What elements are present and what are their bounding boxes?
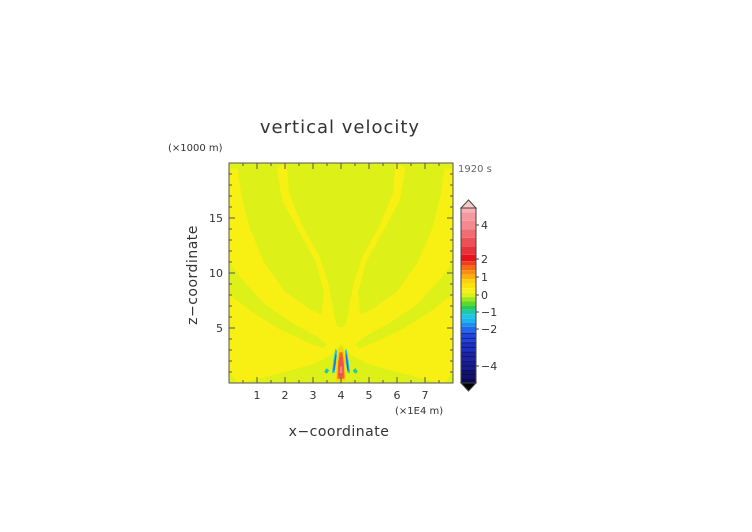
colorbar-label: −4 <box>481 360 497 373</box>
x-tick-label: 7 <box>422 389 429 402</box>
colorbar-band <box>461 220 476 230</box>
colorbar-band <box>461 288 476 293</box>
contour-region <box>333 353 337 371</box>
colorbar-band <box>461 318 476 323</box>
colorbar-band <box>461 309 476 315</box>
x-tick-label: 6 <box>394 389 401 402</box>
colorbar-band <box>461 314 476 319</box>
contour-region <box>286 163 396 327</box>
colorbar-overflow-low <box>459 382 478 392</box>
colorbar-label: 4 <box>481 219 488 232</box>
colorbar <box>459 199 479 392</box>
colorbar-band <box>461 378 476 383</box>
contour-region <box>339 366 343 374</box>
colorbar-band <box>461 265 476 271</box>
contour-region <box>229 163 325 315</box>
contour-region <box>355 262 453 349</box>
colorbar-label: 1 <box>481 271 488 284</box>
time-label: 1920 s <box>458 164 492 175</box>
x-axis-label: x−coordinate <box>289 424 390 440</box>
x-tick-label: 4 <box>338 389 345 402</box>
colorbar-band <box>461 283 476 289</box>
y-unit-label: (×1000 m) <box>168 143 223 154</box>
colorbar-band <box>461 305 476 310</box>
contour-regions <box>229 163 453 383</box>
colorbar-band <box>461 297 476 302</box>
colorbar-band <box>461 326 476 334</box>
colorbar-band <box>461 208 476 213</box>
y-axis-label: z−coordinate <box>185 225 201 325</box>
contour-region <box>324 368 330 374</box>
colorbar-band <box>461 274 476 280</box>
y-tick-label: 10 <box>209 267 223 280</box>
contour-region <box>345 353 349 371</box>
x-tick-label: 2 <box>282 389 289 402</box>
contour-region <box>357 163 453 315</box>
colorbar-labels: 4 2 1 0 −1 −2 −4 <box>481 219 497 373</box>
contour-region <box>229 262 327 349</box>
x-unit-label: (×1E4 m) <box>395 406 443 417</box>
plot-area: 1 2 3 4 5 6 7 5 10 15 <box>209 162 454 402</box>
colorbar-label: −1 <box>481 306 497 319</box>
contour-region <box>352 368 358 374</box>
colorbar-band <box>461 229 476 238</box>
colorbar-band <box>461 301 476 306</box>
x-tick-label: 5 <box>366 389 373 402</box>
chart-title: vertical velocity <box>260 117 420 138</box>
colorbar-band <box>461 292 476 298</box>
x-axis: 1 2 3 4 5 6 7 <box>242 163 440 402</box>
colorbar-label: 2 <box>481 253 488 266</box>
colorbar-band <box>461 212 476 221</box>
colorbar-band <box>461 322 476 327</box>
y-axis: 5 10 15 <box>209 173 453 373</box>
colorbar-band <box>461 254 476 262</box>
colorbar-band <box>461 261 476 266</box>
contour-region <box>444 372 453 383</box>
colorbar-band <box>461 237 476 247</box>
x-tick-label: 1 <box>254 389 261 402</box>
x-tick-label: 3 <box>310 389 317 402</box>
colorbar-label: −2 <box>481 323 497 336</box>
colorbar-band <box>461 279 476 284</box>
colorbar-band <box>461 246 476 255</box>
contour-region <box>229 372 238 383</box>
y-tick-label: 5 <box>216 322 223 335</box>
colorbar-label: 0 <box>481 289 488 302</box>
colorbar-overflow-high <box>459 199 478 209</box>
colorbar-band <box>461 270 476 275</box>
y-tick-label: 15 <box>209 212 223 225</box>
